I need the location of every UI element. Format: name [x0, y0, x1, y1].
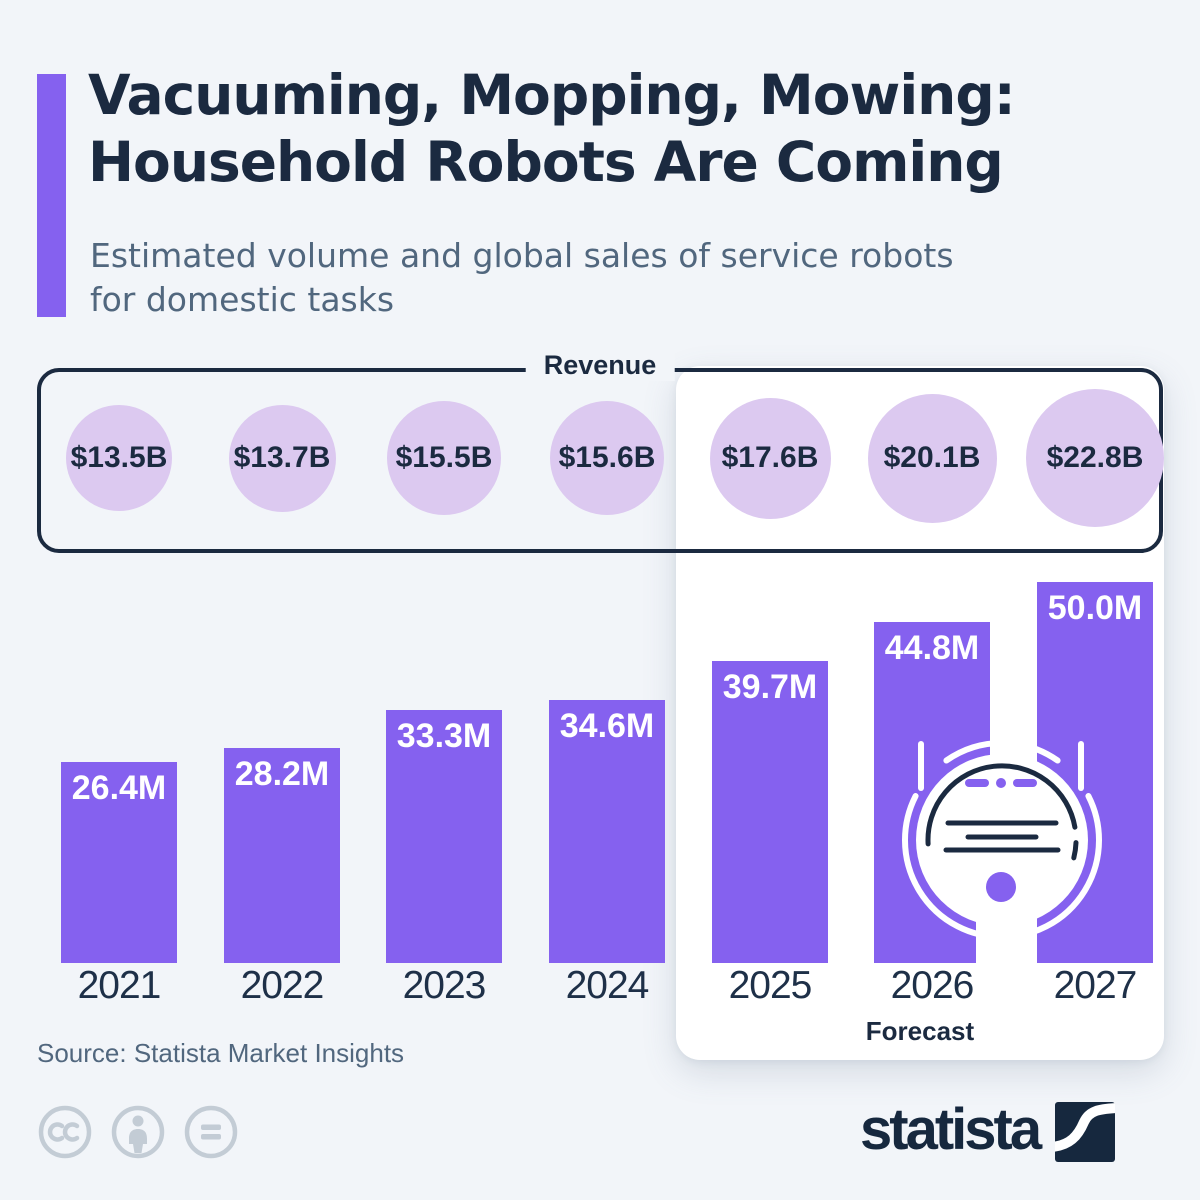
robot-button	[986, 872, 1016, 902]
bar-value-label: 39.7M	[722, 668, 818, 706]
year-label: 2022	[240, 964, 325, 1007]
attribution-person-icon	[111, 1105, 165, 1159]
statista-wordmark: statista	[860, 1097, 1042, 1162]
revenue-bubble-label: $15.6B	[558, 441, 656, 474]
revenue-bubble: $15.6B	[550, 401, 664, 515]
revenue-bubble-label: $15.5B	[395, 441, 493, 474]
revenue-label: Revenue	[525, 350, 675, 381]
title-line-2: Household Robots Are Coming	[88, 130, 1004, 195]
bar-value-label: 34.6M	[559, 707, 655, 745]
revenue-bubble-label: $20.1B	[883, 441, 981, 474]
bar-value-label: 33.3M	[396, 717, 492, 755]
revenue-bubble-label: $17.6B	[721, 441, 819, 474]
license-icons	[37, 1104, 239, 1160]
subtitle-line-1: Estimated volume and global sales of ser…	[90, 236, 954, 275]
revenue-bubble-label: $22.8B	[1046, 441, 1144, 474]
volume-bar: 39.7M	[712, 661, 828, 963]
statista-logo-mark	[1055, 1102, 1116, 1162]
cc-icon	[38, 1105, 92, 1159]
bar-value-label: 26.4M	[71, 769, 167, 807]
robot-body	[916, 754, 1088, 926]
revenue-bubble: $22.8B	[1026, 389, 1164, 527]
year-label: 2026	[890, 964, 975, 1007]
bar-value-label: 44.8M	[884, 629, 980, 667]
page-subtitle: Estimated volume and global sales of ser…	[90, 234, 1150, 321]
subtitle-line-2: for domestic tasks	[90, 279, 395, 319]
forecast-label: Forecast	[865, 1016, 975, 1046]
robot-sensor-dot	[996, 778, 1006, 788]
year-label: 2024	[565, 964, 650, 1007]
volume-bar: 26.4M	[61, 762, 177, 963]
source-note: Source: Statista Market Insights	[37, 1038, 405, 1068]
equals-icon	[184, 1105, 238, 1159]
year-label: 2025	[728, 964, 813, 1007]
revenue-bubble: $20.1B	[867, 393, 997, 523]
revenue-bubble: $13.7B	[228, 404, 336, 512]
revenue-bubble: $17.6B	[709, 397, 831, 519]
volume-bar: 34.6M	[549, 700, 665, 963]
revenue-bubble: $15.5B	[387, 401, 501, 515]
volume-bar: 28.2M	[224, 748, 340, 963]
page-title: Vacuuming, Mopping, Mowing: Household Ro…	[88, 62, 1168, 196]
revenue-bubble: $13.5B	[66, 405, 172, 511]
bar-value-label: 50.0M	[1047, 589, 1143, 627]
bar-value-label: 28.2M	[234, 755, 330, 793]
robot-vacuum-icon	[902, 740, 1102, 963]
year-label: 2021	[77, 964, 162, 1007]
title-accent-bar	[37, 74, 66, 317]
volume-bar: 33.3M	[386, 710, 502, 963]
title-line-1: Vacuuming, Mopping, Mowing:	[88, 63, 1016, 127]
revenue-bubble-label: $13.7B	[233, 441, 331, 474]
year-label: 2027	[1053, 964, 1138, 1007]
year-label: 2023	[402, 964, 487, 1007]
statista-logo: statista	[860, 1097, 1116, 1162]
revenue-bubble-label: $13.5B	[70, 441, 168, 474]
